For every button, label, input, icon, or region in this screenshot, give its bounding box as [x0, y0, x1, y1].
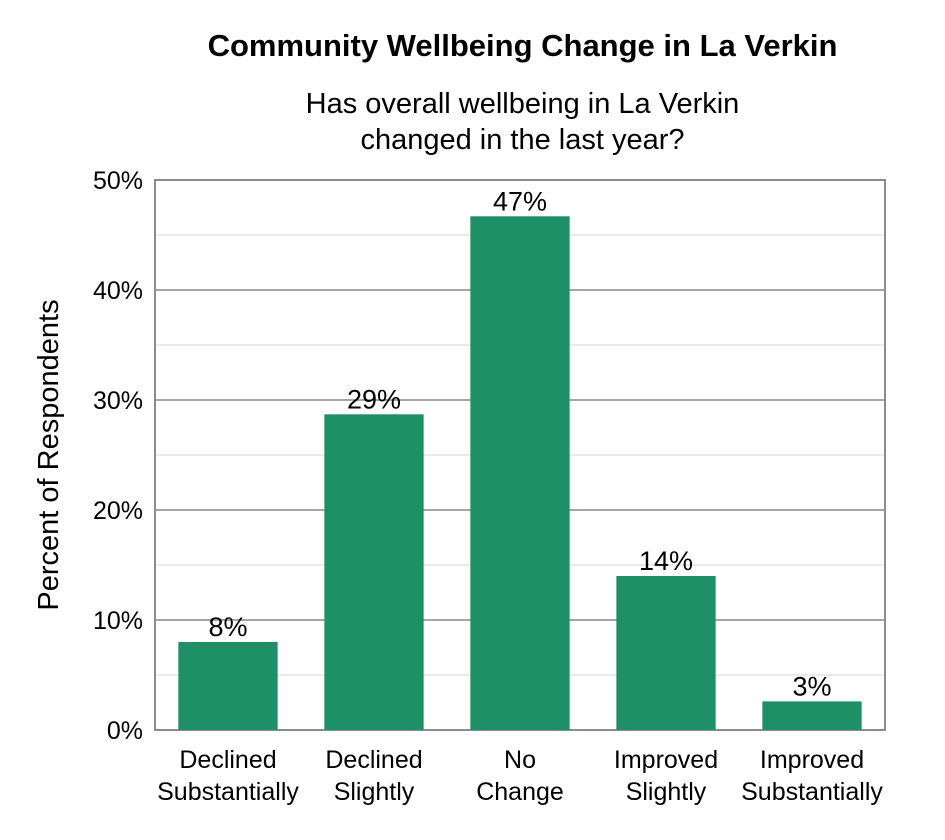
- x-tick-label: Improved: [760, 746, 864, 774]
- x-tick-label: Slightly: [334, 778, 415, 806]
- x-tick-label: Improved: [614, 746, 718, 774]
- y-tick-label: 30%: [93, 387, 143, 415]
- y-axis-label: Percent of Respondents: [33, 299, 65, 610]
- x-tick-label: Declined: [325, 746, 422, 774]
- y-tick-label: 20%: [93, 497, 143, 525]
- bar: [178, 642, 278, 730]
- y-tick-label: 10%: [93, 607, 143, 635]
- data-label: 14%: [639, 546, 693, 576]
- chart-subtitle-line-2: changed in the last year?: [360, 124, 685, 156]
- x-tick-label: Slightly: [626, 778, 707, 806]
- bar: [324, 414, 424, 730]
- data-label: 8%: [208, 612, 247, 642]
- chart-subtitle-line-1: Has overall wellbeing in La Verkin: [305, 88, 740, 120]
- bar: [762, 701, 862, 730]
- x-tick-label: Substantially: [157, 778, 299, 806]
- x-tick-label: Substantially: [741, 778, 883, 806]
- y-tick-label: 50%: [93, 167, 143, 195]
- bar: [616, 576, 716, 730]
- data-label: 47%: [493, 186, 547, 216]
- data-label: 29%: [347, 384, 401, 414]
- x-tick-label: Declined: [179, 746, 276, 774]
- bar: [470, 216, 570, 731]
- y-tick-label: 0%: [107, 717, 143, 745]
- chart-title: Community Wellbeing Change in La Verkin: [207, 28, 838, 63]
- chart-subtitle: Has overall wellbeing in La Verkin chang…: [0, 86, 945, 158]
- y-tick-label: 40%: [93, 277, 143, 305]
- data-label: 3%: [792, 671, 831, 701]
- x-tick-label: No: [504, 746, 536, 774]
- x-tick-label: Change: [476, 778, 564, 806]
